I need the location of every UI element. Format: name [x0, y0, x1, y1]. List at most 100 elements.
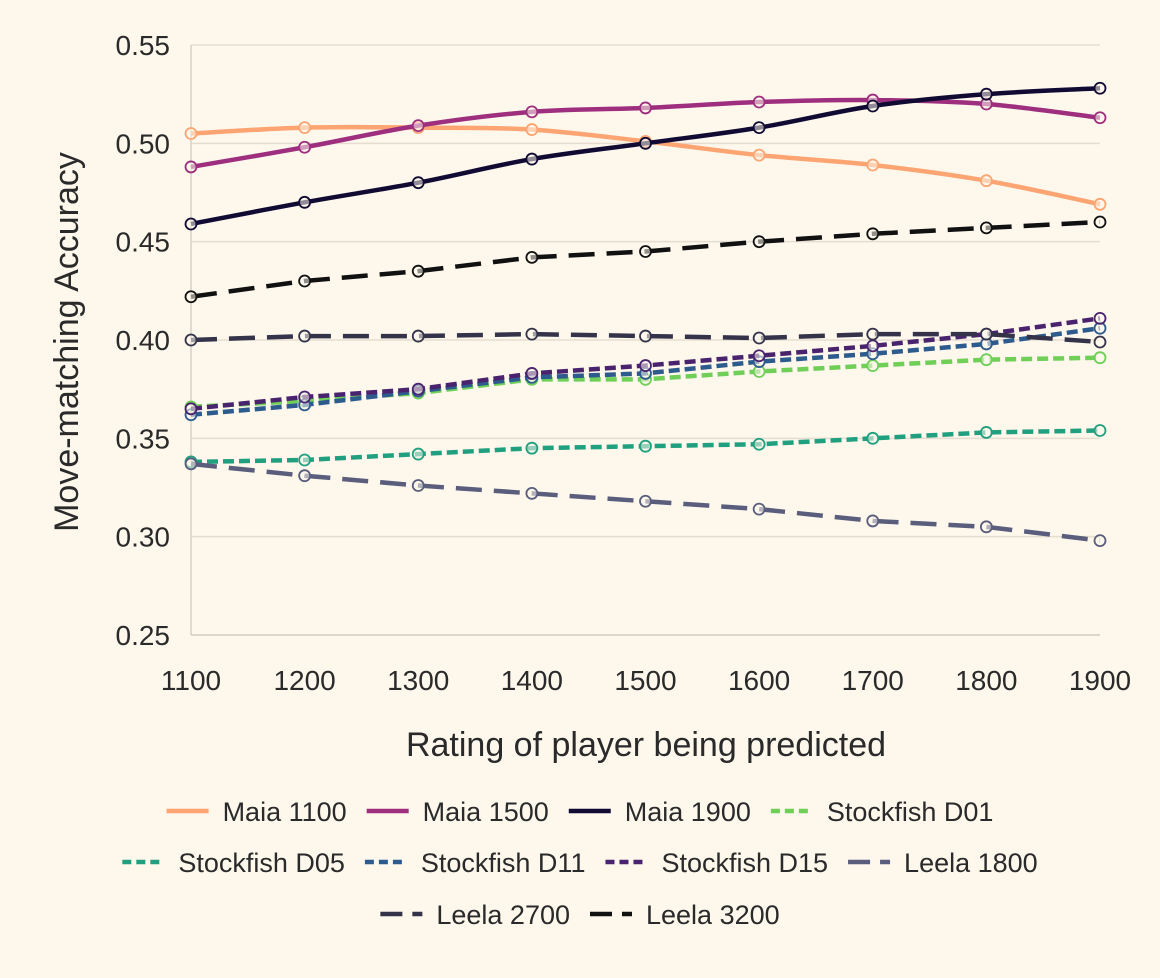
legend-item: Maia 1900	[568, 797, 751, 827]
legend-item: Stockfish D11	[364, 848, 586, 878]
x-tick-labels: 1100 1200 1300 1400 1500 1600 1700 1800 1900	[161, 665, 1131, 696]
y-tick-label: 0.50	[116, 128, 171, 159]
y-tick-label: 0.35	[116, 423, 171, 454]
data-point	[639, 329, 652, 343]
legend-item: Maia 1500	[366, 797, 549, 827]
data-point	[752, 121, 766, 134]
data-point	[1093, 215, 1107, 229]
data-point	[184, 127, 198, 140]
data-point	[298, 329, 312, 343]
data-point	[184, 160, 198, 174]
x-axis-title: Rating of player being predicted	[406, 726, 886, 764]
legend-item: Maia 1100	[166, 797, 347, 827]
data-point	[866, 327, 880, 341]
series-maia-1900	[184, 81, 1107, 231]
legend: Maia 1100 Maia 1500 Maia 1900 Stockfish D01…	[122, 797, 1038, 930]
data-point	[1093, 424, 1107, 437]
data-point	[1093, 81, 1107, 95]
data-point	[525, 105, 539, 119]
data-point	[411, 479, 425, 492]
legend-label: Leela 2700	[436, 900, 570, 930]
data-point	[298, 453, 312, 467]
data-point	[1093, 534, 1107, 547]
data-point	[639, 136, 652, 150]
legend-label: Maia 1500	[423, 797, 549, 827]
series-stockfish-d05	[184, 424, 1107, 469]
data-point	[866, 431, 880, 445]
data-point	[411, 264, 425, 278]
legend-label: Stockfish D11	[421, 848, 586, 878]
legend-label: Maia 1100	[223, 797, 347, 827]
data-point	[525, 367, 539, 380]
y-tick-label: 0.30	[116, 522, 171, 553]
data-point	[184, 457, 198, 471]
series-leela-3200	[184, 215, 1107, 304]
y-tick-labels: 0.25 0.30 0.35 0.40 0.45 0.50 0.55	[116, 30, 171, 651]
series-line	[190, 219, 1101, 299]
legend-item: Stockfish D01	[770, 797, 994, 827]
data-point	[866, 514, 880, 528]
legend-label: Stockfish D01	[827, 797, 994, 827]
data-point	[639, 101, 652, 115]
legend-label: Leela 3200	[646, 900, 780, 930]
data-point	[979, 327, 993, 341]
data-point	[639, 439, 652, 453]
legend-label: Leela 1800	[904, 848, 1038, 878]
data-point	[752, 437, 766, 451]
data-point	[184, 217, 198, 231]
data-point	[411, 176, 425, 190]
y-axis-title: Move-matching Accuracy	[48, 152, 86, 532]
series-maia-1100	[184, 121, 1107, 211]
data-point	[525, 486, 539, 500]
data-point	[525, 152, 539, 166]
data-point	[979, 520, 993, 534]
data-point	[525, 441, 539, 455]
series-layer	[184, 81, 1107, 547]
data-point	[752, 148, 766, 162]
data-point	[866, 339, 880, 353]
data-point	[1093, 311, 1107, 325]
data-point	[411, 447, 425, 461]
data-point	[298, 274, 312, 288]
data-point	[298, 195, 312, 209]
data-point	[525, 327, 539, 341]
data-point	[752, 235, 766, 249]
data-point	[1093, 197, 1107, 211]
data-point	[866, 99, 880, 113]
data-point	[298, 469, 312, 483]
data-point	[866, 359, 880, 372]
data-point	[639, 359, 652, 372]
series-leela-2700	[184, 327, 1107, 349]
data-point	[184, 402, 198, 416]
series-leela-1800	[184, 457, 1107, 547]
x-tick-label: 1100	[161, 665, 221, 696]
data-point	[1093, 351, 1107, 365]
y-tick-label: 0.45	[116, 227, 171, 258]
data-point	[411, 382, 425, 396]
data-point	[979, 174, 993, 188]
data-point	[411, 329, 425, 343]
data-point	[752, 331, 766, 345]
data-point	[639, 494, 652, 508]
data-point	[979, 426, 993, 439]
data-point	[298, 121, 312, 134]
x-tick-label: 1500	[614, 665, 676, 696]
data-point	[639, 245, 652, 258]
legend-label: Stockfish D15	[661, 848, 828, 878]
x-tick-label: 1400	[501, 665, 563, 696]
legend-item: Stockfish D05	[122, 848, 345, 878]
data-point	[411, 119, 425, 133]
y-tick-label: 0.55	[116, 30, 171, 61]
data-point	[184, 290, 198, 304]
data-point	[752, 349, 766, 363]
series-maia-1500	[184, 93, 1107, 174]
x-tick-label: 1800	[955, 665, 1017, 696]
data-point	[298, 140, 312, 154]
legend-label: Stockfish D05	[178, 848, 345, 878]
data-point	[184, 333, 198, 347]
data-point	[979, 221, 993, 235]
legend-label: Maia 1900	[625, 797, 751, 827]
x-tick-label: 1600	[728, 665, 790, 696]
x-tick-label: 1300	[387, 665, 449, 696]
